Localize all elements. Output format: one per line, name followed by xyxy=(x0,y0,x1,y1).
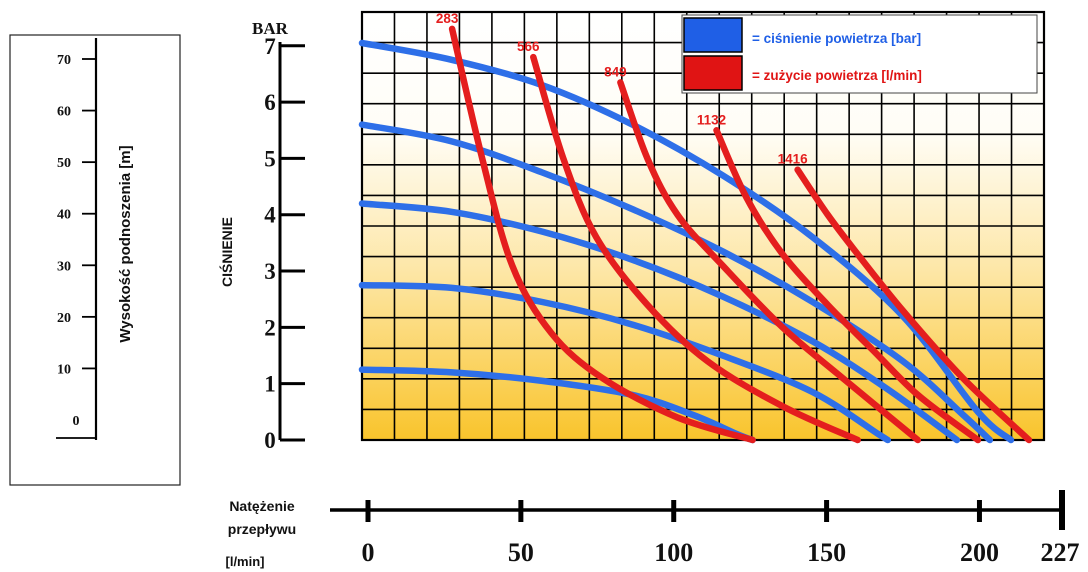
pressure-series-line-0 xyxy=(358,39,1015,444)
height-tick-label: 70 xyxy=(57,53,71,68)
y-tick-label: 7 xyxy=(264,34,276,59)
y-tick-label: 0 xyxy=(264,428,276,453)
x-tick-label: 50 xyxy=(508,538,534,567)
consumption-series-label: 566 xyxy=(517,39,540,54)
consumption-series-label: 1132 xyxy=(697,112,726,127)
height-axis-ticks: 0 10 20 30 40 50 60 70 xyxy=(56,53,96,439)
y-axis-label: CIŚNIENIE xyxy=(218,217,235,287)
y-tick-label: 5 xyxy=(264,146,276,171)
height-tick-label: 40 xyxy=(57,208,71,223)
y-axis-unit: BAR xyxy=(252,19,289,38)
x-tick-label: 200 xyxy=(960,538,999,567)
y-tick-label: 3 xyxy=(264,259,276,284)
consumption-series-label: 849 xyxy=(604,64,627,79)
y-tick-label: 4 xyxy=(264,203,276,228)
legend-label-pressure: = ciśnienie powietrza [bar] xyxy=(752,31,921,46)
consumption-series-line-2 xyxy=(617,79,922,444)
pressure-series-line-3 xyxy=(358,281,892,444)
x-axis-label-unit: [l/min] xyxy=(226,554,265,569)
height-tick-label: 20 xyxy=(57,311,71,326)
consumption-series-line-1 xyxy=(530,53,861,444)
y-tick-label: 6 xyxy=(264,90,276,115)
consumption-series-line-4 xyxy=(794,166,1033,444)
x-axis-ticks: 0 50 100 150 200 227 xyxy=(362,490,1080,567)
legend-swatch-consumption xyxy=(683,55,743,91)
consumption-series-label: 1416 xyxy=(778,152,809,167)
consumption-series-group: 283 566 849 1132 1416 xyxy=(436,11,1033,444)
y-axis-ticks: 0 1 2 3 4 5 6 7 xyxy=(264,34,305,453)
height-tick-label: 50 xyxy=(57,156,71,171)
height-tick-label: 0 xyxy=(73,414,80,429)
legend: = ciśnienie powietrza [bar] = zużycie po… xyxy=(681,14,1038,94)
y-tick-label: 2 xyxy=(264,315,276,340)
consumption-series-label: 283 xyxy=(436,11,459,26)
x-axis-label-line1: Natężenie xyxy=(229,498,295,514)
legend-swatch-pressure xyxy=(683,17,743,53)
x-tick-label: 150 xyxy=(807,538,846,567)
consumption-series-line-0 xyxy=(448,25,756,444)
height-tick-label: 60 xyxy=(57,105,71,120)
x-axis-label-line2: przepływu xyxy=(228,521,296,537)
height-tick-label: 10 xyxy=(57,362,71,377)
x-tick-label: 227 xyxy=(1041,538,1080,567)
height-axis-label: Wysokość podnoszenia [m] xyxy=(117,145,134,342)
height-tick-label: 30 xyxy=(57,259,71,274)
x-tick-label: 0 xyxy=(362,538,375,567)
legend-label-consumption: = zużycie powietrza [l/min] xyxy=(752,68,922,83)
x-tick-label: 100 xyxy=(654,538,693,567)
y-tick-label: 1 xyxy=(264,372,276,397)
consumption-series-line-3 xyxy=(713,127,982,444)
pressure-series-line-2 xyxy=(358,200,961,444)
plot-frame xyxy=(360,10,1046,442)
